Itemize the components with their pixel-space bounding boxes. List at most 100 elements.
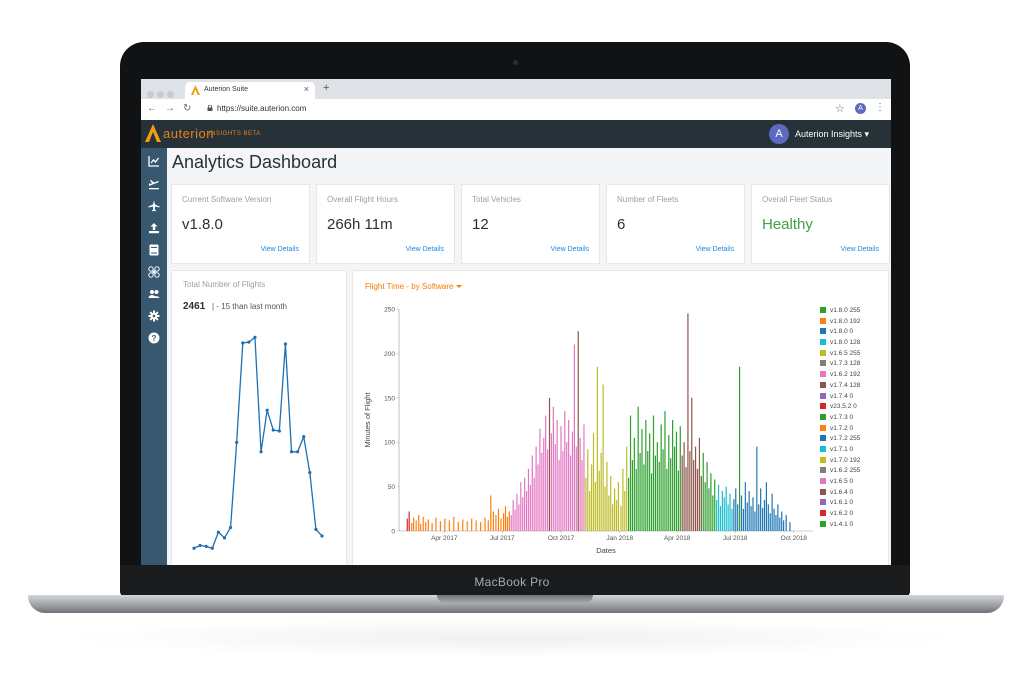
bar xyxy=(719,506,722,531)
upload-icon[interactable] xyxy=(148,222,160,234)
legend-item[interactable]: v1.6.2 192 xyxy=(820,371,860,382)
close-window-icon[interactable] xyxy=(147,91,154,98)
legend-item[interactable]: v1.6.4 0 xyxy=(820,488,860,500)
bar xyxy=(545,415,547,531)
legend-item[interactable]: v1.7.1 0 xyxy=(820,445,860,457)
auterion-logo-icon xyxy=(145,124,161,142)
app-logo-subtitle: INSIGHTS BETA xyxy=(209,131,261,137)
minimize-window-icon[interactable] xyxy=(157,91,164,98)
flights-point xyxy=(222,536,227,540)
bar xyxy=(717,484,720,531)
legend-item[interactable]: v23.5.2 0 xyxy=(820,403,860,414)
legend-item[interactable]: v1.6.2 255 xyxy=(820,467,860,478)
legend-item[interactable]: v1.4.1 0 xyxy=(820,520,860,532)
x-tick-label: Jul 2017 xyxy=(490,535,515,542)
maximize-window-icon[interactable] xyxy=(167,91,174,98)
book-icon[interactable] xyxy=(148,244,160,256)
flights-point xyxy=(302,435,306,439)
flights-point xyxy=(296,450,300,454)
star-icon[interactable]: ☆ xyxy=(835,103,845,115)
back-arrow-icon[interactable]: ← xyxy=(147,103,157,114)
forward-arrow-icon[interactable]: → xyxy=(165,103,175,114)
menu-dots-icon[interactable]: ⋮ xyxy=(875,102,885,113)
legend-item[interactable]: v1.7.3 0 xyxy=(820,413,860,425)
bar xyxy=(781,511,783,531)
view-details-link[interactable]: View Details xyxy=(840,246,879,253)
bar xyxy=(497,508,500,531)
tab-title: Auterion Suite xyxy=(204,86,248,93)
bar xyxy=(581,459,583,531)
legend-label: v1.6.4 0 xyxy=(830,488,854,496)
gear-icon[interactable] xyxy=(148,310,160,322)
bar xyxy=(769,513,771,531)
legend-swatch xyxy=(820,445,826,452)
bar xyxy=(448,520,450,531)
chart-type-dropdown[interactable]: Flight Time - by Software xyxy=(365,282,463,291)
browser-profile-avatar[interactable]: A xyxy=(855,103,866,114)
bar xyxy=(500,518,502,531)
stat-value: Healthy xyxy=(762,216,813,233)
legend-item[interactable]: v1.6.1 0 xyxy=(820,499,860,510)
legend-item[interactable]: v1.7.2 255 xyxy=(820,435,860,446)
view-details-link[interactable]: View Details xyxy=(260,246,299,253)
bar xyxy=(754,511,756,531)
user-menu-button[interactable]: Auterion Insights ▾ xyxy=(795,129,870,139)
legend-item[interactable]: v1.8.0 0 xyxy=(820,328,860,339)
url-input[interactable]: https://suite.auterion.com xyxy=(217,104,307,113)
stat-label: Overall Fleet Status xyxy=(762,195,833,204)
line-chart-icon[interactable] xyxy=(148,155,160,167)
reload-icon[interactable]: ↻ xyxy=(183,103,192,114)
legend-item[interactable]: v1.7.3 128 xyxy=(820,360,860,371)
bar xyxy=(508,511,510,531)
app-logo-text[interactable]: auterion xyxy=(163,126,214,141)
legend-item[interactable]: v1.6.5 0 xyxy=(820,478,860,489)
main-content: Analytics Dashboard Current Software Ver… xyxy=(167,148,891,565)
window-controls xyxy=(147,85,177,103)
legend-item[interactable]: v1.8.0 255 xyxy=(820,307,860,318)
new-tab-icon[interactable]: + xyxy=(323,82,330,94)
legend-label: v1.6.1 0 xyxy=(830,499,854,507)
stat-value: 266h 11m xyxy=(327,216,393,233)
legend-item[interactable]: v1.6.2 0 xyxy=(820,510,860,521)
bar xyxy=(727,504,729,531)
bar xyxy=(677,470,679,531)
bar xyxy=(606,461,608,531)
bar xyxy=(411,523,413,531)
flights-line-chart xyxy=(192,335,324,550)
legend-item[interactable]: v1.7.2 0 xyxy=(820,424,860,436)
drone-icon[interactable] xyxy=(148,266,160,278)
legend-item[interactable]: v1.7.4 0 xyxy=(820,392,860,404)
users-icon[interactable] xyxy=(148,288,160,300)
legend-item[interactable]: v1.8.0 128 xyxy=(820,339,860,350)
help-icon[interactable]: ? xyxy=(148,332,160,344)
bar xyxy=(654,455,656,531)
legend-swatch xyxy=(820,478,826,484)
airplane-icon[interactable] xyxy=(148,200,160,212)
flights-card: Total Number of Flights 2461 | - 15 than… xyxy=(171,270,347,565)
view-details-link[interactable]: View Details xyxy=(550,246,589,253)
legend-item[interactable]: v1.6.5 255 xyxy=(820,349,860,361)
tab-close-icon[interactable]: × xyxy=(303,84,309,94)
flights-point xyxy=(259,450,263,454)
bar xyxy=(673,446,676,531)
bar xyxy=(518,504,520,531)
legend-item[interactable]: v1.7.4 128 xyxy=(820,381,860,393)
view-details-link[interactable]: View Details xyxy=(405,246,444,253)
legend-item[interactable]: v1.8.0 192 xyxy=(820,317,860,329)
legend-swatch xyxy=(820,339,826,346)
bar xyxy=(628,477,630,531)
bar xyxy=(524,477,526,531)
browser-tab[interactable]: Auterion Suite × xyxy=(185,82,315,99)
bar xyxy=(439,521,442,531)
view-details-link[interactable]: View Details xyxy=(695,246,734,253)
plane-takeoff-icon[interactable] xyxy=(148,178,160,190)
user-avatar[interactable]: A xyxy=(769,124,789,144)
stat-label: Overall Flight Hours xyxy=(327,195,398,204)
bar xyxy=(704,482,706,531)
flights-point xyxy=(265,408,269,412)
flights-point xyxy=(192,546,196,550)
y-tick-label: 0 xyxy=(391,529,395,536)
legend-item[interactable]: v1.7.0 192 xyxy=(820,456,860,468)
laptop-chin xyxy=(120,565,910,597)
bar xyxy=(531,455,533,531)
